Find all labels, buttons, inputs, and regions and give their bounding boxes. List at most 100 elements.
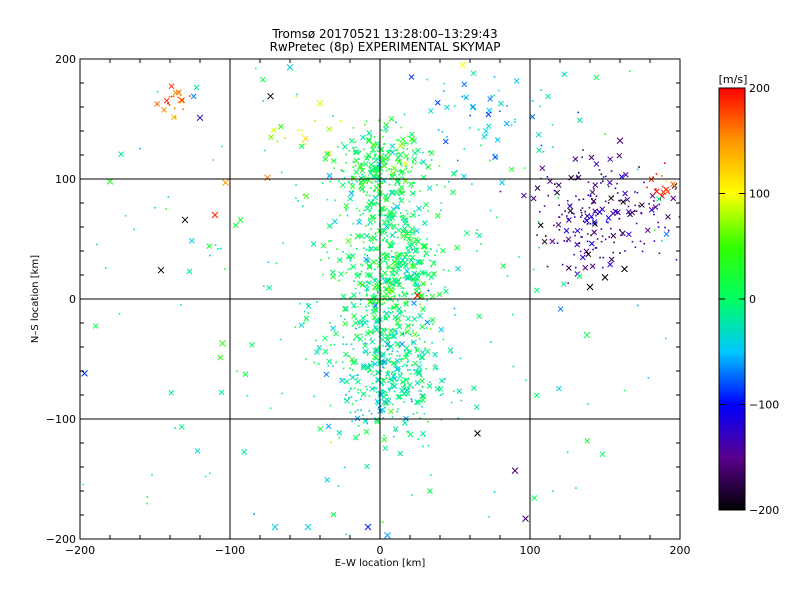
data-point bbox=[604, 200, 607, 203]
data-point bbox=[362, 241, 365, 244]
data-point bbox=[385, 169, 388, 172]
data-point bbox=[381, 169, 383, 172]
data-point bbox=[232, 222, 239, 229]
data-point bbox=[373, 364, 375, 366]
data-point bbox=[295, 197, 297, 200]
data-point bbox=[368, 410, 371, 412]
data-point bbox=[413, 284, 416, 287]
data-point bbox=[588, 213, 595, 220]
data-point bbox=[370, 259, 377, 265]
data-point bbox=[393, 242, 396, 245]
data-point bbox=[394, 366, 401, 372]
data-point bbox=[345, 272, 348, 274]
data-point bbox=[349, 388, 352, 390]
data-point bbox=[221, 145, 223, 148]
data-point bbox=[328, 240, 330, 243]
data-point bbox=[368, 245, 375, 252]
data-point bbox=[607, 221, 609, 224]
data-point bbox=[270, 127, 277, 133]
data-point bbox=[366, 191, 369, 194]
data-point bbox=[384, 196, 390, 203]
data-point bbox=[218, 389, 225, 396]
data-point bbox=[380, 166, 382, 169]
data-point bbox=[392, 426, 399, 432]
data-point bbox=[382, 126, 389, 132]
data-point bbox=[383, 410, 385, 412]
data-point bbox=[345, 207, 347, 210]
data-point bbox=[450, 171, 457, 177]
data-point bbox=[394, 320, 401, 326]
data-point bbox=[365, 120, 368, 123]
data-point bbox=[608, 195, 614, 202]
data-point bbox=[172, 95, 175, 98]
data-point bbox=[408, 251, 410, 253]
data-point bbox=[616, 152, 623, 159]
data-point bbox=[525, 379, 527, 382]
data-point bbox=[474, 430, 481, 437]
x-tick-label: −100 bbox=[215, 544, 245, 557]
data-point bbox=[219, 340, 226, 347]
data-point bbox=[365, 385, 367, 388]
data-point bbox=[621, 234, 623, 236]
data-point bbox=[454, 313, 456, 316]
data-point bbox=[385, 163, 387, 166]
data-point bbox=[369, 338, 376, 345]
data-point bbox=[313, 361, 316, 364]
data-point bbox=[348, 150, 351, 152]
data-point bbox=[416, 364, 423, 371]
data-point bbox=[664, 188, 671, 195]
data-point bbox=[574, 227, 581, 234]
data-point bbox=[368, 166, 371, 169]
data-point bbox=[358, 182, 365, 189]
data-point bbox=[372, 245, 379, 252]
data-point bbox=[363, 253, 366, 256]
data-point bbox=[387, 258, 390, 261]
data-point bbox=[382, 333, 385, 336]
data-point bbox=[426, 185, 433, 192]
data-point bbox=[372, 158, 374, 160]
data-point bbox=[531, 100, 534, 102]
data-point bbox=[352, 320, 359, 326]
data-point bbox=[303, 310, 306, 313]
data-point bbox=[348, 137, 355, 144]
data-point bbox=[385, 391, 388, 394]
data-point bbox=[154, 101, 161, 107]
x-tick-label: 100 bbox=[520, 544, 541, 557]
data-point bbox=[648, 203, 650, 205]
data-point bbox=[347, 257, 349, 259]
data-point bbox=[382, 389, 385, 392]
data-point bbox=[364, 271, 371, 278]
data-point bbox=[464, 230, 470, 237]
data-point bbox=[596, 238, 599, 240]
data-point bbox=[237, 216, 244, 223]
data-point bbox=[541, 238, 548, 245]
data-point bbox=[349, 258, 351, 260]
data-point bbox=[593, 74, 600, 81]
data-point bbox=[400, 228, 407, 234]
data-point bbox=[635, 210, 638, 213]
data-point bbox=[329, 269, 336, 276]
data-point bbox=[409, 263, 415, 269]
data-point bbox=[503, 120, 510, 127]
data-point bbox=[581, 156, 583, 159]
data-point bbox=[365, 248, 368, 251]
data-point bbox=[409, 369, 411, 371]
data-point bbox=[397, 450, 404, 457]
data-point bbox=[470, 103, 476, 110]
data-point bbox=[348, 256, 350, 259]
data-point bbox=[587, 233, 589, 235]
data-point bbox=[394, 341, 396, 344]
data-point bbox=[475, 232, 477, 235]
data-point bbox=[390, 250, 393, 252]
data-point bbox=[398, 197, 405, 204]
data-point bbox=[397, 373, 404, 379]
data-point bbox=[370, 360, 373, 363]
data-point bbox=[352, 149, 359, 155]
data-point bbox=[387, 266, 390, 269]
data-point bbox=[442, 90, 445, 92]
data-point bbox=[440, 209, 442, 212]
data-point bbox=[485, 123, 492, 130]
data-point bbox=[365, 305, 367, 308]
data-point bbox=[279, 338, 282, 341]
data-point bbox=[535, 131, 542, 138]
